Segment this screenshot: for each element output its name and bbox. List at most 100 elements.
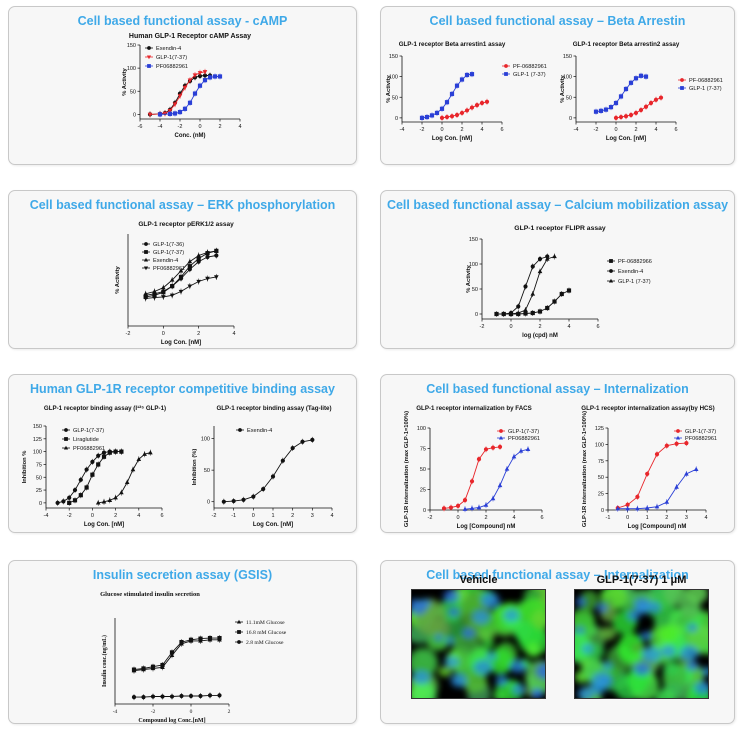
data-point	[182, 106, 188, 111]
cell-membrane	[575, 608, 595, 632]
data-point	[61, 499, 66, 504]
legend-marker	[609, 269, 613, 273]
y-tick-label: 25	[420, 488, 426, 494]
x-tick-label: 2	[291, 513, 294, 519]
cell-nucleus	[512, 684, 525, 695]
x-tick-label: 0	[509, 324, 512, 330]
data-point	[152, 295, 157, 301]
cell-membrane	[685, 590, 708, 604]
cell-nucleus	[481, 593, 500, 608]
data-point	[625, 502, 630, 507]
data-point	[202, 73, 208, 78]
data-point	[462, 498, 468, 503]
data-point	[280, 458, 285, 463]
x-tick-label: 0	[198, 124, 201, 130]
data-point	[474, 102, 480, 108]
y-axis-label: % Activity	[466, 264, 472, 292]
y-axis-label: % Activity	[115, 265, 121, 293]
data-point	[147, 112, 153, 117]
data-point	[654, 452, 660, 457]
data-point	[448, 505, 454, 510]
x-tick-label: 4	[480, 127, 483, 133]
y-tick-label: 50	[36, 475, 42, 481]
y-tick-label: 100	[563, 75, 572, 81]
cell-membrane	[412, 647, 439, 678]
y-tick-label: 150	[127, 43, 136, 49]
x-tick-label: 0	[252, 513, 255, 519]
data-point	[490, 496, 496, 501]
data-point	[449, 114, 455, 119]
data-point	[476, 505, 482, 510]
data-point	[187, 100, 193, 105]
x-tick-label: 2	[228, 709, 231, 715]
cell-nucleus	[686, 661, 699, 672]
data-point	[187, 78, 193, 83]
y-tick-label: 125	[595, 426, 604, 432]
cell-nucleus	[462, 628, 475, 638]
data-point	[490, 445, 496, 450]
x-tick-label: 6	[674, 127, 677, 133]
legend-marker	[237, 630, 241, 634]
cell-nucleus	[412, 601, 427, 615]
data-point	[664, 443, 669, 448]
data-point	[684, 440, 689, 446]
y-tick-label: 100	[417, 426, 426, 432]
cell-nucleus	[495, 675, 508, 686]
data-point	[494, 311, 499, 317]
legend-marker	[238, 428, 242, 432]
data-point	[633, 76, 639, 81]
x-tick-label: -2	[151, 709, 156, 715]
y-tick-label: 100	[33, 450, 42, 456]
microscopy-texture	[412, 590, 545, 698]
x-tick-label: 0	[626, 515, 629, 521]
x-axis-label: Log [Compound] nM	[628, 524, 687, 530]
x-tick-label: 3	[311, 513, 314, 519]
data-point	[615, 506, 621, 511]
chart-title: GLP-1 receptor Beta arrestin1 assay	[399, 41, 506, 48]
x-tick-label: -4	[158, 124, 163, 130]
data-point	[179, 693, 184, 699]
data-point	[454, 112, 460, 118]
data-point	[150, 664, 156, 669]
cell-nucleus	[597, 603, 608, 613]
x-tick-label: -4	[574, 127, 579, 133]
cell-membrane	[462, 672, 488, 693]
data-point	[119, 449, 124, 454]
legend-label: PF06882961	[685, 436, 717, 442]
cell-membrane	[617, 633, 645, 664]
cell-nucleus	[694, 681, 708, 695]
cell-membrane	[599, 626, 617, 641]
cell-membrane	[531, 609, 545, 629]
legend-marker	[608, 278, 614, 283]
chart-title: Human GLP-1 Receptor cAMP Assay	[129, 33, 251, 40]
cell-nucleus	[701, 666, 708, 676]
data-point	[101, 499, 107, 504]
data-point	[645, 471, 650, 477]
image-label-glp1: GLP-1(7-37) 1 μM	[596, 574, 687, 586]
data-point	[593, 109, 599, 114]
y-tick-label: 50	[392, 95, 398, 101]
data-point	[511, 454, 517, 459]
legend-marker	[146, 55, 152, 60]
data-point	[623, 86, 629, 92]
data-point	[483, 502, 489, 507]
x-axis-label: Log Con. [nM]	[253, 522, 293, 528]
data-point	[469, 479, 475, 484]
data-point	[161, 290, 166, 295]
data-point	[214, 275, 219, 280]
chart-internalization-hcs: GLP-1 receptor internalization assay(by …	[581, 405, 717, 530]
chart-internalization-facs: GLP-1 receptor internalization by FACS -2…	[404, 405, 544, 530]
legend-label: GLP-1(7-37)	[156, 55, 187, 61]
y-tick-label: 75	[420, 447, 426, 453]
legend-marker	[144, 250, 148, 254]
data-point	[72, 498, 78, 503]
data-point	[635, 506, 640, 511]
y-tick-label: 150	[33, 424, 42, 430]
data-point	[207, 75, 213, 80]
y-tick-label: 50	[130, 89, 136, 95]
y-tick-label: 150	[469, 237, 478, 243]
data-point	[459, 110, 465, 116]
data-point	[459, 77, 465, 82]
data-point	[95, 500, 101, 505]
data-point	[523, 311, 528, 316]
